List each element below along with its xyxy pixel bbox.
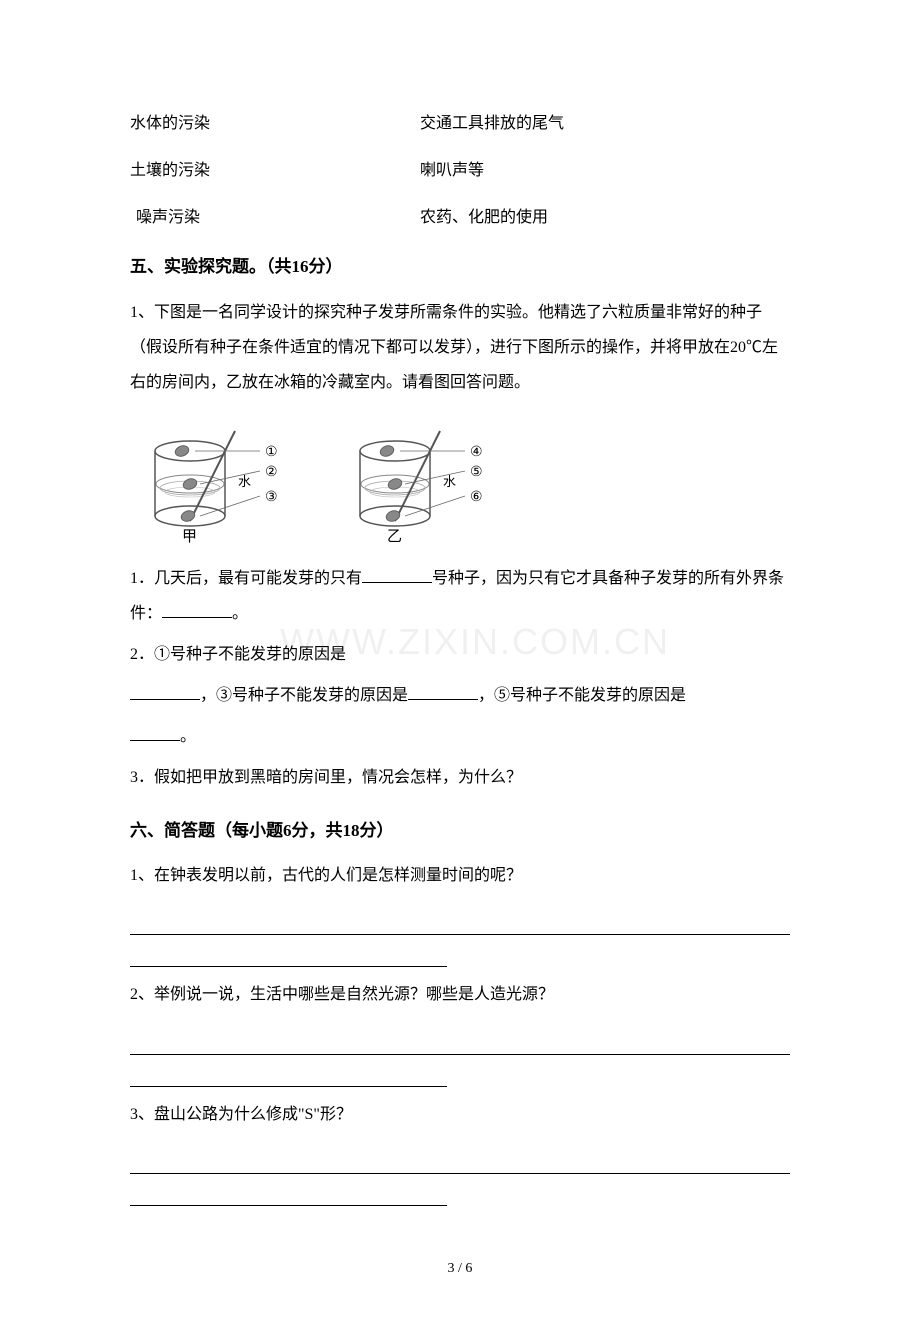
q1-prefix: 1．几天后，最有可能发芽的只有 bbox=[130, 570, 362, 587]
q1-blank1 bbox=[362, 567, 432, 583]
q1-blank2 bbox=[162, 602, 232, 618]
water-label-left: 水 bbox=[238, 474, 251, 489]
q2-blank3 bbox=[130, 725, 180, 741]
pollution-right-1: 交通工具排放的尾气 bbox=[420, 110, 790, 139]
marker-6: ⑥ bbox=[470, 490, 483, 505]
beaker-left: ① ② ③ 水 甲 bbox=[140, 416, 315, 546]
q2-answer-line2 bbox=[130, 1063, 447, 1087]
pollution-left-2: 土壤的污染 bbox=[130, 157, 420, 186]
marker-2: ② bbox=[265, 465, 278, 480]
marker-1: ① bbox=[265, 445, 278, 460]
pollution-left-1: 水体的污染 bbox=[130, 110, 420, 139]
section6-q1: 1、在钟表发明以前，古代的人们是怎样测量时间的呢？ bbox=[130, 858, 790, 893]
marker-3: ③ bbox=[265, 490, 278, 505]
water-label-right: 水 bbox=[443, 474, 456, 489]
pollution-row-1: 水体的污染 交通工具排放的尾气 bbox=[130, 110, 790, 139]
section6-q2: 2、举例说一说，生活中哪些是自然光源？哪些是人造光源？ bbox=[130, 977, 790, 1012]
section5-q2-line3: 。 bbox=[130, 719, 790, 754]
q1-suffix: 。 bbox=[232, 605, 248, 622]
q2-mid2: ，⑤号种子不能发芽的原因是 bbox=[478, 687, 686, 704]
marker-5: ⑤ bbox=[470, 465, 483, 480]
q3-answer-line2 bbox=[130, 1182, 447, 1206]
beaker-label-left: 甲 bbox=[182, 529, 197, 545]
section5-q1: 1．几天后，最有可能发芽的只有号种子，因为只有它才具备种子发芽的所有外界条件：。 bbox=[130, 561, 790, 631]
section5-q3: 3．假如把甲放到黑暗的房间里，情况会怎样，为什么？ bbox=[130, 760, 790, 795]
beaker-left-svg: ① ② ③ 水 甲 bbox=[140, 416, 315, 546]
beaker-right-svg: ④ ⑤ ⑥ 水 乙 bbox=[345, 416, 520, 546]
section6-title: 六、简答题（每小题6分，共18分） bbox=[130, 816, 790, 847]
beaker-right: ④ ⑤ ⑥ 水 乙 bbox=[345, 416, 520, 546]
q2-blank2 bbox=[408, 684, 478, 700]
section5-q2-line2: ，③号种子不能发芽的原因是 ，⑤号种子不能发芽的原因是 bbox=[130, 678, 790, 713]
section5-title: 五、实验探究题。（共16分） bbox=[130, 252, 790, 283]
marker-4: ④ bbox=[470, 445, 483, 460]
q1-answer-line1 bbox=[130, 907, 790, 935]
page-content: 水体的污染 交通工具排放的尾气 土壤的污染 喇叭声等 噪声污染 农药、化肥的使用… bbox=[130, 110, 790, 1281]
q2-suffix: 。 bbox=[180, 728, 196, 745]
q2-blank1 bbox=[130, 684, 200, 700]
pollution-right-3: 农药、化肥的使用 bbox=[420, 204, 790, 233]
page-number: 3 / 6 bbox=[130, 1256, 790, 1281]
pollution-row-2: 土壤的污染 喇叭声等 bbox=[130, 157, 790, 186]
q1-answer-line2 bbox=[130, 943, 447, 967]
pollution-right-2: 喇叭声等 bbox=[420, 157, 790, 186]
pollution-row-3: 噪声污染 农药、化肥的使用 bbox=[130, 204, 790, 233]
section5-q2-line1: 2．①号种子不能发芽的原因是 bbox=[130, 637, 790, 672]
q3-answer-line1 bbox=[130, 1146, 790, 1174]
diagram-container: ① ② ③ 水 甲 bbox=[140, 416, 790, 546]
q2-mid1: ，③号种子不能发芽的原因是 bbox=[200, 687, 408, 704]
beaker-label-right: 乙 bbox=[387, 529, 402, 545]
q2-answer-line1 bbox=[130, 1027, 790, 1055]
section5-intro: 1、下图是一名同学设计的探究种子发芽所需条件的实验。他精选了六粒质量非常好的种子… bbox=[130, 295, 790, 401]
section6-q3: 3、盘山公路为什么修成"S"形？ bbox=[130, 1097, 790, 1132]
pollution-left-3: 噪声污染 bbox=[130, 204, 420, 233]
